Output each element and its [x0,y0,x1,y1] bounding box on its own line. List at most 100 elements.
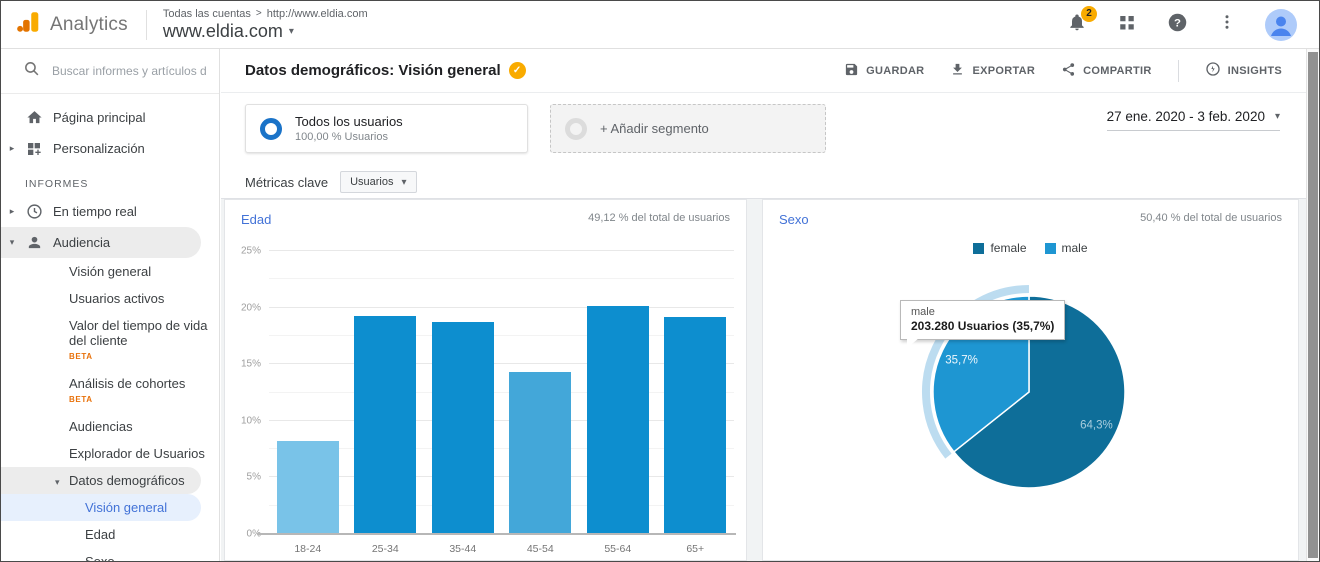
sidebar: Página principal ▸ Personalización INFOR… [1,49,220,561]
sidebar-item-vision-general-activo[interactable]: Visión general [1,494,201,521]
notifications-button[interactable]: 2 [1065,5,1097,37]
sidebar-search[interactable] [1,49,219,94]
bar-slot [269,251,347,534]
sidebar-item-label: Página principal [53,110,146,125]
age-bar-chart: 0% 5% 10% 15% 20% 25% [241,246,736,540]
age-chart-title-link[interactable]: Edad [241,212,272,227]
header-actions: 2 ? [1065,5,1305,41]
sidebar-item-sexo[interactable]: Sexo [1,548,219,561]
analytics-logo-icon [15,9,41,40]
sidebar-item-vision-general[interactable]: Visión general [69,264,152,279]
bar-18-24[interactable] [276,441,339,534]
x-axis-label: 45-54 [526,543,554,555]
y-axis-tick: 0% [246,528,261,540]
breadcrumb-account[interactable]: Todas las cuentas [162,7,251,20]
main-content: Datos demográficos: Visión general ✓ GUA… [221,49,1306,561]
sidebar-item-en-tiempo-real[interactable]: ▸ En tiempo real [1,196,219,227]
bar-slot [657,251,735,534]
sidebar-item-label: Audiencia [53,235,111,250]
analytics-logo[interactable]: Analytics [15,9,128,40]
y-axis-tick: 15% [240,358,261,370]
breadcrumb[interactable]: Todas las cuentas > http://www.eldia.com [163,8,368,20]
bar-65+[interactable] [664,316,727,534]
sidebar-item-personalizacion[interactable]: ▸ Personalización [1,133,219,164]
key-metrics-label: Métricas clave [245,174,329,190]
sidebar-item-edad[interactable]: Edad [85,527,116,542]
date-range-text: 27 ene. 2020 - 3 feb. 2020 [1106,109,1265,124]
gridline [269,476,734,478]
bar-slot [347,251,425,534]
home-icon [23,109,45,126]
segment-all-users[interactable]: Todos los usuarios 100,00 % Usuarios [245,104,528,153]
breadcrumb-property-url[interactable]: http://www.eldia.com [266,7,368,20]
search-input[interactable] [52,64,207,78]
sidebar-item-valor-tiempo-vida[interactable]: Valor del tiempo de vida del cliente BET… [1,312,219,370]
tooltip-slice-label: male [911,306,935,318]
top-header: Analytics Todas las cuentas > http://www… [1,1,1319,49]
sidebar-item-usuarios-activos[interactable]: Usuarios activos [69,291,165,306]
segment-ring-icon [260,117,282,140]
segment-ring-gray-icon [565,117,587,140]
sidebar-item-explorador-usuarios[interactable]: Explorador de Usuarios [69,446,205,461]
toolbar-divider [1177,59,1179,82]
sidebar-section-informes: INFORMES [25,178,89,190]
scrollbar-thumb[interactable] [1308,52,1318,558]
add-segment-label: + Añadir segmento [600,121,709,136]
legend-item-female[interactable]: female [973,241,1027,255]
report-actions: GUARDAR EXPORTAR C [844,59,1282,82]
sidebar-nav: Página principal ▸ Personalización INFOR… [1,94,219,561]
customization-icon [23,141,45,157]
bell-icon [1067,12,1087,37]
segments-bar: Todos los usuarios 100,00 % Usuarios + A… [221,93,1306,166]
bar-25-34[interactable] [354,315,417,534]
vertical-scrollbar[interactable] [1306,49,1319,561]
help-icon: ? [1167,12,1188,38]
gridline [269,363,734,365]
gridline [269,306,734,308]
bar-slot [579,251,657,534]
verified-badge-icon: ✓ [508,62,526,79]
chevron-down-icon: ▾ [288,25,294,37]
gridline-minor [269,334,734,336]
add-segment-button[interactable]: + Añadir segmento [550,104,826,153]
gridline [269,419,734,421]
y-axis-tick: 5% [246,471,261,483]
property-selector[interactable]: www.eldia.com ▾ [163,21,368,42]
account-breadcrumb: Todas las cuentas > http://www.eldia.com… [163,8,368,42]
search-icon [23,60,40,82]
gender-pie-chart[interactable]: 64,3% 35,7% [763,200,1298,530]
legend-item-male[interactable]: male [1044,241,1088,255]
apps-grid-button[interactable] [1115,13,1139,37]
apps-grid-icon [1118,13,1136,36]
bar-55-64[interactable] [586,306,649,534]
export-button[interactable]: EXPORTAR [950,62,1035,80]
help-button[interactable]: ? [1165,13,1189,37]
gender-chart-title-link[interactable]: Sexo [779,212,809,227]
sidebar-item-datos-demograficos[interactable]: ▾ Datos demográficos [1,467,201,494]
product-name: Analytics [50,13,128,35]
insights-button[interactable]: INSIGHTS [1205,61,1282,80]
save-button[interactable]: GUARDAR [844,62,924,80]
person-icon [23,234,45,251]
more-menu-button[interactable] [1215,13,1239,37]
pie-slice-female[interactable] [952,295,1126,489]
sidebar-item-audiencia[interactable]: ▾ Audiencia [1,227,201,258]
gridline-minor [269,448,734,450]
save-icon [844,62,859,80]
sidebar-item-analisis-cohortes[interactable]: Análisis de cohortes BETA [1,370,219,413]
sidebar-item-audiencias[interactable]: Audiencias [69,419,133,434]
gridline [269,250,734,251]
page-title: Datos demográficos: Visión general [245,62,501,79]
bar-slot [424,251,502,534]
bar-35-44[interactable] [431,322,494,534]
user-avatar[interactable] [1265,8,1297,41]
x-axis-label: 55-64 [604,543,632,555]
metric-dropdown[interactable]: Usuarios ▾ [340,171,417,193]
share-button[interactable]: COMPARTIR [1061,62,1152,80]
beta-badge: BETA [69,395,93,404]
bar-45-54[interactable] [509,372,572,534]
sidebar-item-pagina-principal[interactable]: Página principal [1,102,219,133]
date-range-picker[interactable]: 27 ene. 2020 - 3 feb. 2020 ▾ [1106,109,1280,131]
report-title-bar: Datos demográficos: Visión general ✓ GUA… [221,49,1306,93]
